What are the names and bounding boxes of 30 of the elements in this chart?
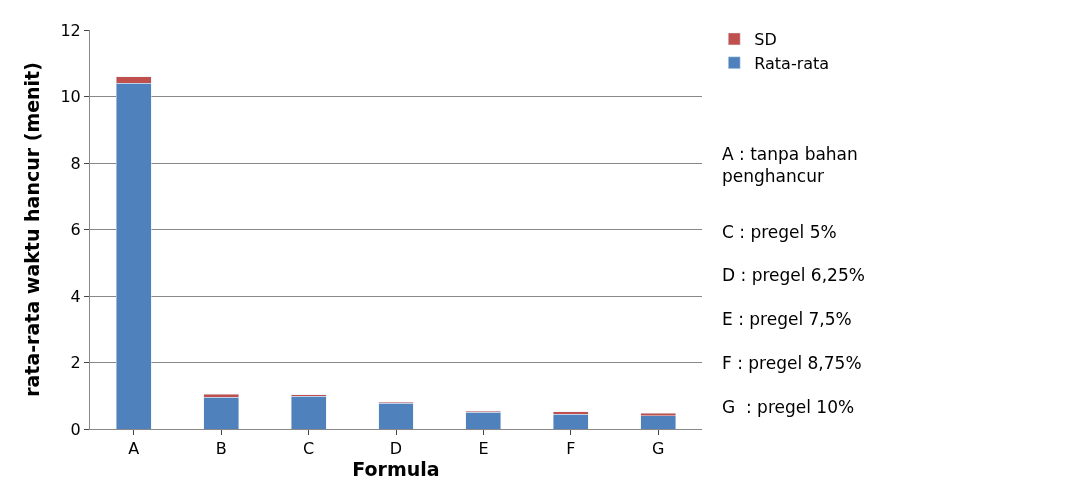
y-tick-label: 12 (60, 20, 81, 40)
y-tick-label: 0 (70, 419, 81, 439)
y-tick-label: 2 (70, 353, 81, 373)
x-tick-label: F (566, 439, 576, 459)
y-tick-label: 4 (70, 286, 81, 306)
bar (640, 415, 677, 429)
x-tick-label: D (389, 439, 403, 459)
x-tick-label: A (128, 439, 140, 459)
text: E : pregel 7,5% (722, 309, 852, 329)
x-tick-label: E (478, 439, 489, 459)
x-tick-label: C (302, 439, 315, 459)
x-tick-label: G (652, 439, 665, 459)
text: A : tanpa bahan penghancur (722, 144, 858, 187)
bar (290, 396, 327, 429)
bar (553, 413, 589, 429)
x-tick-label: B (215, 439, 227, 459)
text: F : pregel 8,75% (722, 353, 862, 373)
x-axis-title: Formula (352, 458, 440, 481)
bar (203, 397, 239, 429)
bar (465, 412, 502, 429)
y-axis-title: rata-rata waktu hancur (menit) (21, 62, 44, 397)
y-tick-label: 6 (70, 220, 81, 240)
y-tick-label: 10 (60, 87, 81, 107)
text: C : pregel 5% (722, 222, 837, 242)
text: D : pregel 6,25% (722, 265, 865, 285)
text: G : pregel 10% (722, 397, 855, 417)
legend-label: SD (754, 30, 777, 50)
legend-label: Rata-rata (754, 53, 830, 73)
bar (378, 403, 414, 429)
y-tick-label: 8 (70, 153, 81, 173)
